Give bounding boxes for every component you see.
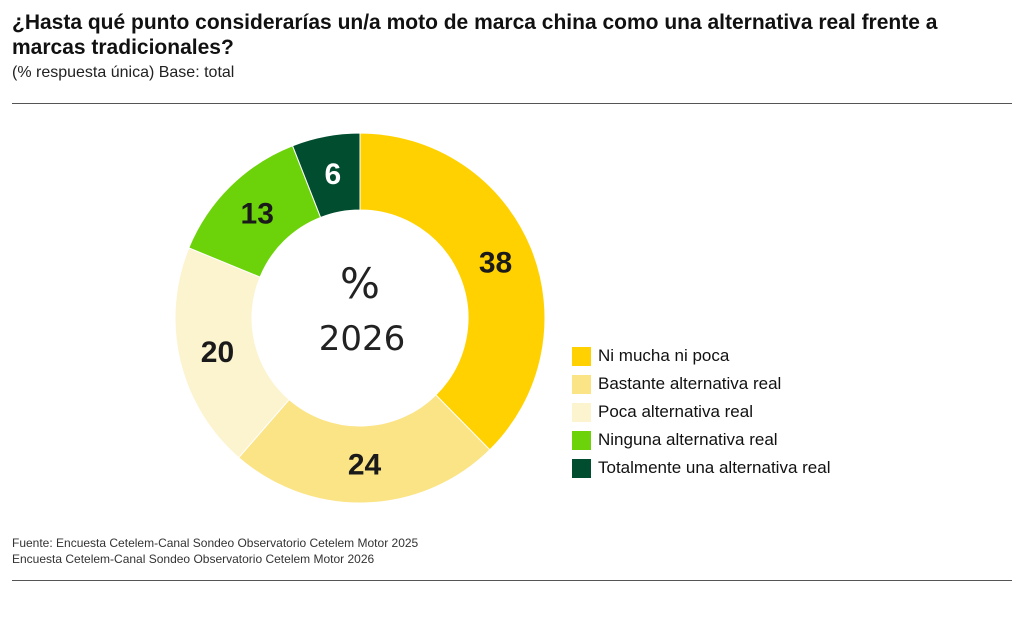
legend-item: Ninguna alternativa real bbox=[572, 426, 830, 454]
slice-value-label: 24 bbox=[348, 448, 382, 481]
legend-label: Ni mucha ni poca bbox=[598, 346, 730, 365]
center-year-label: 2026 bbox=[319, 319, 406, 359]
donut-slice bbox=[237, 394, 491, 504]
legend-swatch bbox=[572, 374, 591, 394]
donut-chart: 38 24 20 13 6 % 2026 bbox=[174, 132, 546, 504]
source-line: Encuesta Cetelem-Canal Sondeo Observator… bbox=[12, 552, 375, 566]
donut-slices bbox=[174, 132, 546, 504]
donut-slice bbox=[359, 132, 546, 451]
donut-slice bbox=[174, 247, 290, 459]
chart-title: ¿Hasta qué punto considerarías un/a moto… bbox=[12, 11, 938, 59]
top-divider bbox=[12, 103, 1012, 104]
donut-slice bbox=[291, 132, 361, 219]
slice-value-label: 6 bbox=[324, 158, 341, 191]
legend-swatch bbox=[572, 402, 591, 422]
slice-value-label: 20 bbox=[201, 336, 234, 369]
legend-item: Ni mucha ni poca bbox=[572, 342, 830, 370]
legend-swatch bbox=[572, 458, 591, 478]
slice-value-label: 38 bbox=[479, 246, 512, 279]
legend-swatch bbox=[572, 430, 591, 450]
chart-legend: Ni mucha ni poca Bastante alternativa re… bbox=[572, 342, 830, 482]
legend-label: Totalmente una alternativa real bbox=[598, 458, 831, 477]
legend-item: Bastante alternativa real bbox=[572, 370, 830, 398]
slice-value-label: 13 bbox=[241, 198, 274, 231]
legend-label: Poca alternativa real bbox=[598, 402, 753, 421]
legend-label: Ninguna alternativa real bbox=[598, 430, 778, 449]
source-line: Fuente: Encuesta Cetelem-Canal Sondeo Ob… bbox=[12, 536, 419, 550]
chart-subtitle: (% respuesta única) Base: total bbox=[12, 64, 235, 81]
legend-item: Poca alternativa real bbox=[572, 398, 830, 426]
center-percent-symbol: % bbox=[340, 259, 380, 308]
legend-swatch bbox=[572, 346, 591, 366]
bottom-divider bbox=[12, 580, 1012, 581]
source-note: Fuente: Encuesta Cetelem-Canal Sondeo Ob… bbox=[12, 535, 418, 567]
legend-label: Bastante alternativa real bbox=[598, 374, 782, 393]
donut-value-labels: 38 24 20 13 6 bbox=[201, 158, 512, 481]
legend-item: Totalmente una alternativa real bbox=[572, 454, 830, 482]
